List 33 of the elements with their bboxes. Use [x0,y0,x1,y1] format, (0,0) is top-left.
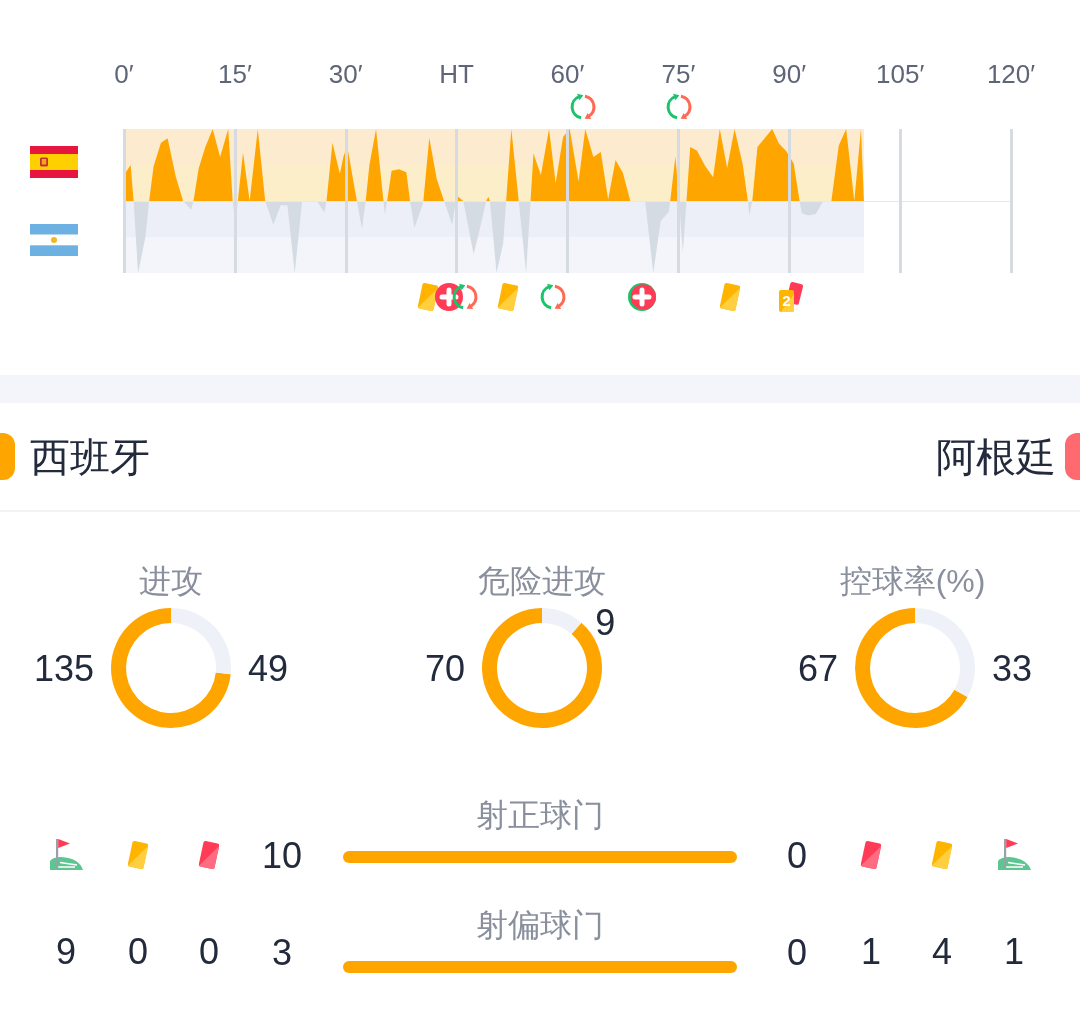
text: 4 [931,931,953,973]
data-label: 135 [33,647,94,689]
x-tick-label: 30′ [328,59,363,89]
y-tick-label: 射偏球门 [476,907,604,943]
text: 西班牙 [30,434,150,480]
x-tick-label: HT [439,59,475,89]
data-label: 67 [797,647,838,689]
text: 0 [127,931,149,973]
chart-title: 控球率(%) [839,563,986,599]
data-label: 3 [271,931,293,973]
data-label: 70 [424,647,465,689]
chart-title: 进攻 [139,563,203,599]
data-label: 10 [261,834,303,876]
data-label: 49 [248,647,289,689]
text: 0 [786,931,808,973]
text: 9 [55,931,77,973]
x-tick-label: 90′ [772,59,807,89]
y-tick-label: 射正球门 [476,797,604,833]
text: 1 [1003,931,1025,973]
text: 2 [782,292,791,310]
data-label: 9 [595,602,616,644]
text: 1 [860,931,882,973]
text: 0 [786,834,808,876]
x-tick-label: 15′ [217,59,252,89]
x-tick-label: 105′ [875,59,925,89]
text: 0 [198,931,220,973]
x-tick-label: 75′ [661,59,696,89]
x-tick-label: 60′ [550,59,585,89]
x-tick-label: 0′ [114,59,134,89]
chart-title: 危险进攻 [478,563,606,599]
text: 阿根廷 [936,434,1056,480]
x-tick-label: 120′ [986,59,1036,89]
data-label: 33 [992,647,1033,689]
